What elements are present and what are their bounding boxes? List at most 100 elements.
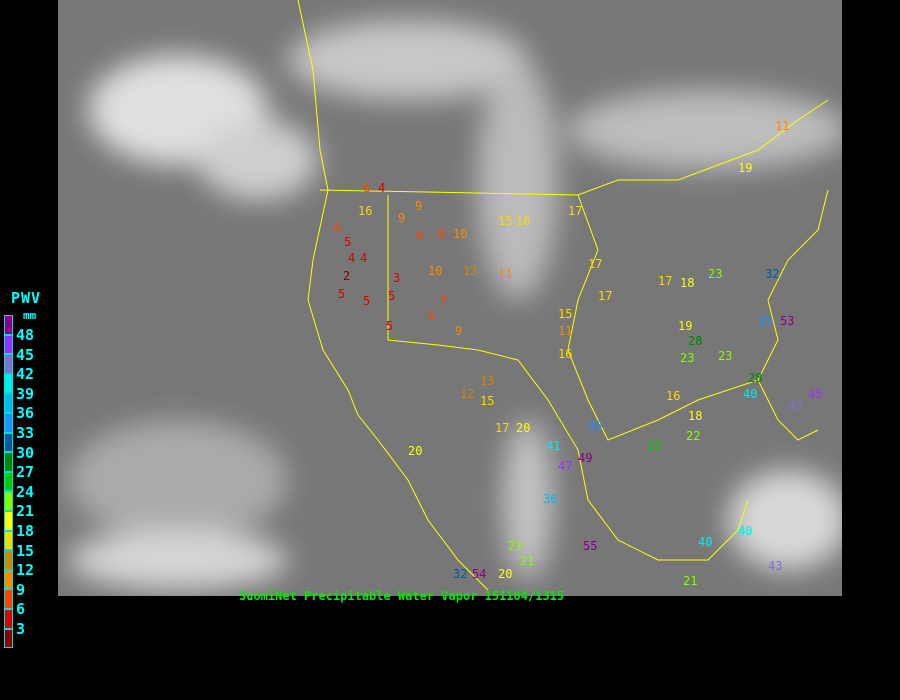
station-pwv-value: 20	[498, 567, 512, 581]
station-pwv-value: 21	[508, 539, 522, 553]
station-pwv-value: 19	[738, 161, 752, 175]
station-pwv-value: 53	[780, 314, 794, 328]
station-pwv-value: 21	[520, 554, 534, 568]
station-pwv-value: 3	[393, 271, 400, 285]
station-pwv-value: 6	[334, 221, 341, 235]
station-pwv-value: 15	[480, 394, 494, 408]
legend-unit: mm	[23, 309, 37, 322]
station-pwv-value: 32	[765, 267, 779, 281]
station-pwv-value: 9	[415, 199, 422, 213]
station-pwv-value: 45	[808, 387, 822, 401]
station-pwv-value: 12	[460, 387, 474, 401]
station-pwv-value: 18	[680, 276, 694, 290]
station-pwv-value: 54	[472, 567, 486, 581]
legend-swatch	[4, 550, 13, 570]
legend-swatch	[4, 628, 13, 649]
station-pwv-value: 28	[748, 371, 762, 385]
station-pwv-value: 20	[408, 444, 422, 458]
legend-tick: 27	[16, 463, 35, 482]
map-caption: SuomiNet Precipitable Water Vapor 151104…	[239, 589, 565, 603]
station-pwv-value: 49	[578, 451, 592, 465]
legend-tick: 24	[16, 482, 35, 501]
legend-swatch	[4, 315, 13, 335]
station-pwv-value: 43	[768, 559, 782, 573]
station-pwv-value: 41	[546, 439, 560, 453]
station-pwv-value: 40	[698, 535, 712, 549]
station-pwv-value: 9	[398, 211, 405, 225]
station-pwv-value: 11	[558, 324, 572, 338]
legend-tick: 12	[16, 561, 35, 580]
station-pwv-value: 5	[388, 289, 395, 303]
legend-tick: 21	[16, 502, 35, 521]
station-pwv-value: 8	[438, 227, 445, 241]
pwv-color-legend	[4, 315, 13, 649]
station-pwv-value: 25	[648, 439, 662, 453]
station-pwv-value: 23	[680, 351, 694, 365]
legend-swatch	[4, 608, 13, 629]
station-pwv-value: 15	[498, 214, 512, 228]
legend-swatch	[4, 471, 13, 492]
station-pwv-value: 2	[343, 269, 350, 283]
legend-swatch	[4, 334, 13, 355]
station-pwv-value: 5	[386, 319, 393, 333]
station-pwv-value: 17	[598, 289, 612, 303]
station-pwv-value: 35	[588, 419, 602, 433]
station-pwv-value: 7	[440, 294, 447, 308]
station-pwv-value: 35	[758, 314, 772, 328]
legend-tick: 48	[16, 326, 35, 344]
station-pwv-value: 55	[583, 539, 597, 553]
station-pwv-value: 4	[348, 251, 355, 265]
station-pwv-value: 23	[708, 267, 722, 281]
satellite-map: 6 4 6 5 4 4 2 5 5 3 5 9 8 6 5 7 8 10 9 13 11 12 15 16 17 17 15 16 17…	[58, 0, 848, 596]
station-pwv-value: 17	[658, 274, 672, 288]
station-pwv-value: 15	[558, 307, 572, 321]
station-pwv-value: 16	[358, 204, 372, 218]
legend-tick: 3	[16, 620, 26, 638]
station-pwv-value: 5	[338, 287, 345, 301]
legend-swatch	[4, 589, 13, 609]
legend-title: PWV	[11, 289, 42, 307]
station-pwv-value: 40	[738, 524, 752, 538]
legend-tick: 6	[16, 600, 26, 619]
station-pwv-value: 6	[428, 309, 435, 323]
legend-swatch	[4, 354, 13, 374]
legend-tick: 36	[16, 404, 35, 423]
station-pwv-value: 18	[688, 409, 702, 423]
station-pwv-value: 10	[428, 264, 442, 278]
station-pwv-value: 36	[543, 492, 557, 506]
legend-swatch	[4, 491, 13, 511]
legend-swatch	[4, 452, 13, 472]
legend-swatch	[4, 569, 13, 590]
station-pwv-value: 47	[558, 459, 572, 473]
legend-swatch	[4, 373, 13, 394]
station-pwv-value: 17	[568, 204, 582, 218]
station-pwv-value: 19	[678, 319, 692, 333]
legend-tick: 33	[16, 424, 35, 442]
legend-tick: 42	[16, 365, 35, 384]
legend-tick: 45	[16, 345, 35, 364]
legend-swatch	[4, 432, 13, 453]
station-pwv-value: 5	[363, 294, 370, 308]
station-pwv-value: 11	[775, 119, 789, 133]
station-pwv-value: 28	[688, 334, 702, 348]
legend-tick: 30	[16, 443, 35, 462]
legend-swatch	[4, 510, 13, 531]
station-pwv-value: 4	[378, 181, 385, 195]
station-pwv-value: 17	[495, 421, 509, 435]
station-pwv-value: 16	[558, 347, 572, 361]
station-pwv-value: 40	[743, 387, 757, 401]
station-pwv-value: 13	[463, 264, 477, 278]
station-pwv-value: 22	[686, 429, 700, 443]
station-pwv-value: 20	[516, 421, 530, 435]
station-pwv-value: 13	[480, 374, 494, 388]
legend-swatch	[4, 412, 13, 433]
station-pwv-value: 17	[588, 257, 602, 271]
coastline-and-borders	[297, 0, 829, 591]
station-pwv-value: 4	[360, 251, 367, 265]
legend-tick: 39	[16, 384, 35, 403]
station-pwv-value: 16	[516, 214, 530, 228]
station-pwv-value: 23	[718, 349, 732, 363]
station-pwv-value: 16	[666, 389, 680, 403]
station-pwv-value: 10	[453, 227, 467, 241]
